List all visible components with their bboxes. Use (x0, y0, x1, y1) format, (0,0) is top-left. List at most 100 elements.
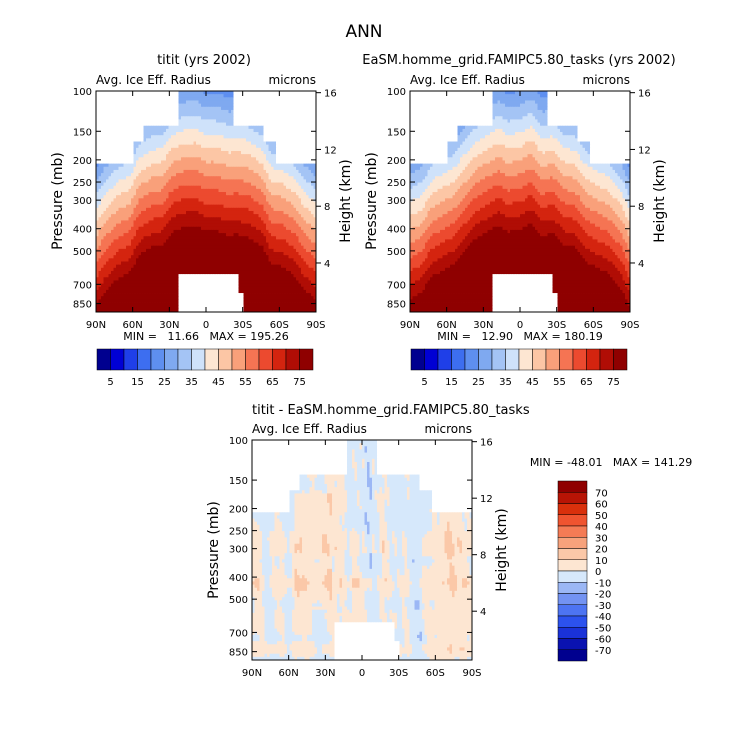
heatmap-cell (233, 109, 237, 114)
heatmap-cell (178, 113, 182, 117)
heatmap-cell (118, 248, 122, 253)
heatmap-cell (276, 210, 279, 215)
heatmap-cell (146, 220, 149, 224)
heatmap-cell (226, 141, 229, 146)
heatmap-cell (121, 226, 124, 231)
heatmap-cell (196, 109, 199, 114)
heatmap-cell (116, 100, 119, 105)
heatmap-cell (158, 204, 162, 209)
heatmap-cell (193, 242, 197, 247)
heatmap-cell (288, 157, 292, 161)
heatmap-cell (156, 210, 159, 215)
heatmap-cell (206, 252, 209, 256)
heatmap-cell (288, 106, 292, 111)
heatmap-cell (213, 226, 217, 231)
heatmap-cell (301, 128, 304, 133)
heatmap-cell (101, 125, 104, 130)
heatmap-cell (266, 252, 269, 256)
heatmap-cell (286, 223, 289, 228)
heatmap-cell (183, 128, 187, 133)
heatmap-cell (271, 214, 274, 218)
heatmap-cell (101, 207, 104, 212)
heatmap-cell (108, 135, 112, 139)
heatmap-cell (113, 113, 117, 117)
heatmap-cell (138, 132, 142, 136)
heatmap-cell (156, 239, 159, 243)
heatmap-cell (136, 248, 139, 253)
heatmap-cell (268, 236, 272, 240)
heatmap-cell (98, 185, 102, 190)
heatmap-cell (241, 169, 244, 174)
heatmap-cell (301, 223, 304, 228)
heatmap-cell (293, 128, 297, 133)
heatmap-cell (223, 173, 227, 177)
heatmap-cell (183, 94, 187, 98)
heatmap-cell (188, 220, 192, 224)
heatmap-cell (298, 201, 302, 206)
heatmap-cell (101, 97, 104, 101)
heatmap-cell (96, 154, 99, 158)
heatmap-cell (141, 192, 144, 196)
heatmap-cell (128, 119, 132, 123)
heatmap-cell (183, 176, 187, 180)
heatmap-cell (136, 135, 139, 139)
heatmap-cell (281, 113, 284, 117)
heatmap-cell (206, 176, 209, 180)
heatmap-cell (133, 188, 137, 193)
heatmap-cell (193, 103, 197, 108)
heatmap-cell (108, 150, 112, 155)
heatmap-cell (273, 138, 277, 142)
heatmap-cell (116, 103, 119, 108)
heatmap-cell (96, 192, 99, 196)
heatmap-cell (126, 173, 129, 177)
heatmap-cell (313, 113, 317, 117)
heatmap-cell (193, 166, 197, 171)
heatmap-field (96, 91, 317, 313)
heatmap-cell (196, 242, 199, 247)
heatmap-cell (113, 207, 117, 212)
heatmap-cell (111, 223, 114, 228)
heatmap-cell (196, 179, 199, 183)
heatmap-cell (133, 103, 137, 108)
heatmap-cell (121, 119, 124, 123)
heatmap-cell (243, 229, 247, 234)
heatmap-cell (253, 252, 257, 256)
heatmap-cell (293, 236, 297, 240)
heatmap-cell (238, 223, 242, 228)
heatmap-cell (143, 261, 147, 266)
heatmap-cell (298, 214, 302, 218)
heatmap-cell (268, 125, 272, 130)
heatmap-cell (221, 97, 224, 101)
heatmap-cell (303, 116, 307, 120)
heatmap-cell (198, 185, 202, 190)
heatmap-cell (191, 233, 194, 237)
heatmap-cell (223, 97, 227, 101)
heatmap-cell (228, 245, 232, 250)
heatmap-cell (248, 242, 252, 247)
heatmap-cell (201, 97, 204, 101)
heatmap-cell (198, 144, 202, 149)
heatmap-cell (141, 128, 144, 133)
heatmap-cell (228, 160, 232, 165)
heatmap-cell (303, 113, 307, 117)
heatmap-cell (248, 207, 252, 212)
heatmap-cell (138, 150, 142, 155)
heatmap-cell (196, 100, 199, 105)
heatmap-cell (158, 128, 162, 133)
heatmap-cell (178, 163, 182, 168)
heatmap-cell (151, 125, 154, 130)
heatmap-cell (103, 252, 107, 256)
heatmap-cell (311, 141, 314, 146)
heatmap-cell (298, 154, 302, 158)
heatmap-cell (218, 132, 222, 136)
heatmap-cell (133, 166, 137, 171)
heatmap-cell (271, 113, 274, 117)
heatmap-cell (143, 239, 147, 243)
heatmap-cell (116, 195, 119, 199)
heatmap-cell (311, 223, 314, 228)
heatmap-cell (141, 188, 144, 193)
heatmap-cell (263, 233, 267, 237)
heatmap-cell (101, 160, 104, 165)
heatmap-cell (101, 173, 104, 177)
heatmap-cell (191, 223, 194, 228)
